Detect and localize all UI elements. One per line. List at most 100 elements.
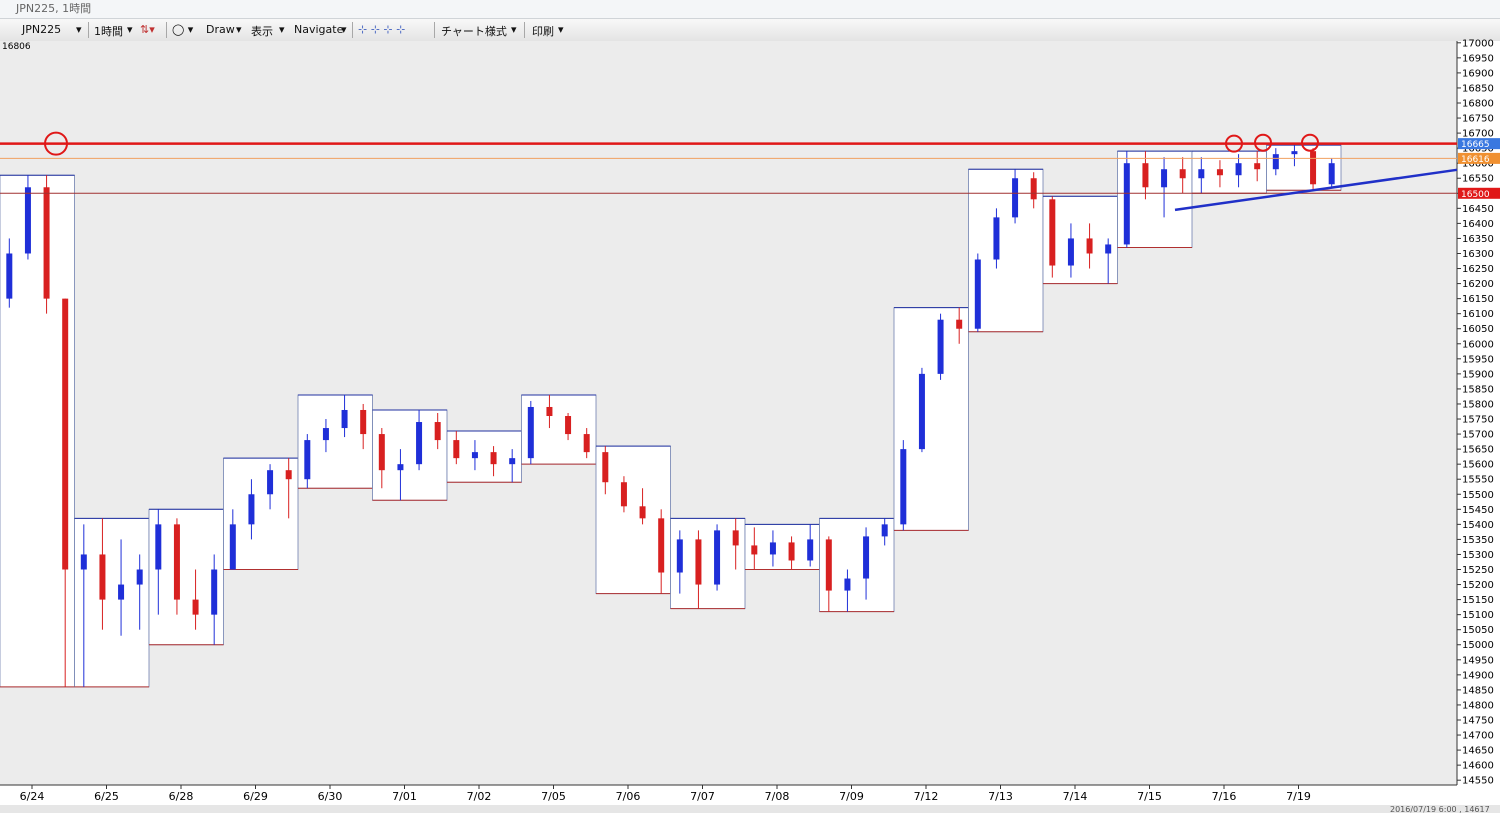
y-tick-label: 16450	[1462, 204, 1494, 215]
candle-body	[80, 554, 87, 570]
day-range-box	[893, 307, 969, 531]
period-select[interactable]: 1時間	[94, 25, 123, 38]
y-tick-label: 15200	[1462, 580, 1494, 591]
candle-body	[490, 452, 497, 465]
y-tick-label: 15750	[1462, 415, 1494, 426]
x-tick-label: 7/02	[467, 790, 492, 803]
y-tick-label: 15000	[1462, 640, 1494, 651]
candle-body	[62, 298, 69, 570]
price-badge-label: 16616	[1461, 155, 1490, 165]
price-badge-label: 16500	[1461, 190, 1490, 200]
price-badge	[1458, 138, 1500, 150]
candle-body	[620, 482, 627, 507]
price-badge	[1458, 187, 1500, 199]
candle-body	[453, 440, 460, 459]
y-tick-label: 14700	[1462, 731, 1494, 742]
y-tick-label: 16200	[1462, 279, 1494, 290]
y-tick-label: 15850	[1462, 384, 1494, 395]
x-tick-label: 7/12	[914, 790, 939, 803]
y-tick-label: 14800	[1462, 700, 1494, 711]
candle-body	[378, 434, 385, 471]
candle-body	[1235, 163, 1242, 176]
scrollbar[interactable]	[0, 805, 1500, 813]
candle-body	[918, 373, 925, 450]
candle-body	[155, 524, 162, 570]
y-tick-label: 15550	[1462, 475, 1494, 486]
y-tick-label: 15400	[1462, 520, 1494, 531]
view-menu[interactable]: 表示	[251, 25, 273, 38]
candle-body	[769, 542, 776, 555]
candle-body	[1328, 163, 1335, 185]
candle-body	[658, 518, 665, 573]
x-tick-label: 7/19	[1286, 790, 1311, 803]
toolbar: JPN225 ▾ 1時間 ▾ ⇅▾ ◯ ▾ Draw ▾ 表示 ▾ Naviga…	[0, 19, 1500, 42]
y-tick-label: 15650	[1462, 445, 1494, 456]
candle-body	[192, 599, 199, 615]
candle-body	[1291, 151, 1298, 155]
day-range-box	[223, 457, 299, 570]
symbol-select[interactable]: JPN225	[22, 23, 62, 36]
candle-body	[229, 524, 236, 570]
y-tick-label: 16300	[1462, 249, 1494, 260]
y-tick-label: 16600	[1462, 159, 1494, 170]
y-tick-label: 15250	[1462, 565, 1494, 576]
x-tick-label: 6/29	[243, 790, 268, 803]
y-tick-label: 15600	[1462, 460, 1494, 471]
candle-body	[341, 409, 348, 429]
y-tick-label: 15050	[1462, 625, 1494, 636]
day-range-box	[521, 394, 597, 465]
y-tick-label: 14900	[1462, 670, 1494, 681]
top-marker	[1301, 133, 1319, 152]
candle-body	[937, 319, 944, 374]
candle-body	[1105, 244, 1112, 254]
day-range-box	[1266, 144, 1342, 191]
candle-body	[322, 428, 329, 441]
candle-body	[1198, 169, 1205, 179]
candle-body	[1310, 151, 1317, 185]
day-range-box	[446, 430, 522, 483]
trendline	[1174, 168, 1458, 212]
candle-body	[751, 545, 758, 555]
navigate-menu[interactable]: Navigate	[294, 23, 344, 36]
candle-body	[676, 539, 683, 573]
x-tick-label: 6/25	[94, 790, 119, 803]
candle-body	[416, 422, 423, 465]
y-tick-label: 16150	[1462, 294, 1494, 305]
candle-body	[1142, 163, 1149, 188]
day-range-box	[1191, 150, 1267, 194]
candle-body	[639, 506, 646, 519]
y-tick-label: 14850	[1462, 685, 1494, 696]
y-tick-label: 15700	[1462, 430, 1494, 441]
day-range-box	[819, 517, 895, 613]
x-tick-label: 6/24	[20, 790, 45, 803]
y-tick-label: 16650	[1462, 144, 1494, 155]
day-range-box	[297, 394, 373, 489]
chart-style-menu[interactable]: チャート様式	[441, 25, 507, 38]
day-range-box	[74, 517, 150, 688]
candle-body	[24, 187, 31, 254]
y-tick-label: 16500	[1462, 189, 1494, 200]
time-axis	[0, 785, 1500, 805]
candle-body	[974, 259, 981, 329]
y-tick-label: 16950	[1462, 53, 1494, 64]
candle-body	[99, 554, 106, 600]
y-tick-label: 16100	[1462, 309, 1494, 320]
y-tick-label: 16900	[1462, 68, 1494, 79]
draw-menu[interactable]: Draw	[206, 23, 235, 36]
y-tick-label: 15100	[1462, 610, 1494, 621]
candle-body	[6, 253, 13, 299]
plot-background	[0, 41, 1457, 785]
y-tick-label: 15950	[1462, 354, 1494, 365]
x-tick-label: 7/06	[616, 790, 641, 803]
candle-body	[881, 524, 888, 537]
print-menu[interactable]: 印刷	[532, 25, 554, 38]
candle-body	[1161, 169, 1168, 188]
y-tick-label: 16700	[1462, 129, 1494, 140]
candle-body	[136, 569, 143, 585]
y-tick-label: 16350	[1462, 234, 1494, 245]
candle-body	[471, 452, 478, 459]
x-tick-label: 7/15	[1137, 790, 1162, 803]
candle-body	[1123, 163, 1130, 245]
